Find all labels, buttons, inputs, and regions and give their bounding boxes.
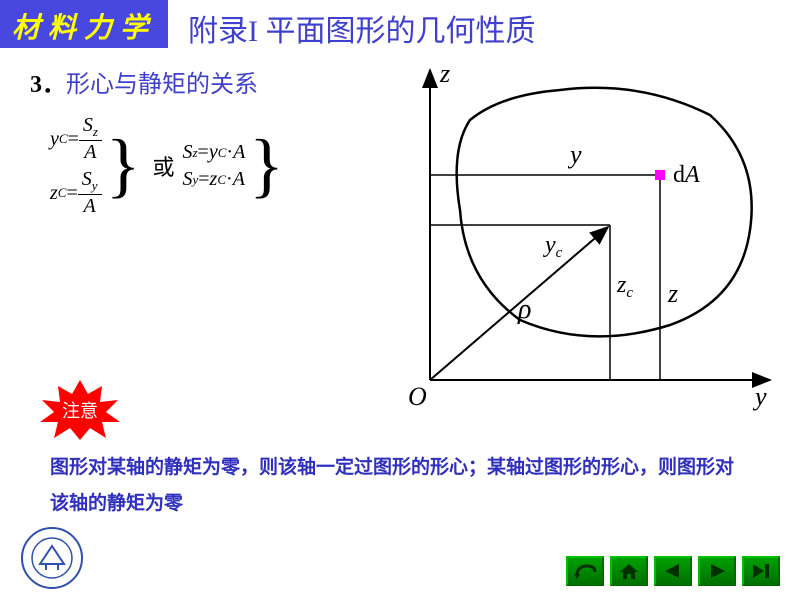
blob-shape xyxy=(457,88,752,337)
svg-text:y: y xyxy=(752,382,767,411)
section-number: 3． xyxy=(30,72,66,98)
nav-last-button[interactable] xyxy=(742,556,780,586)
note-paragraph: 图形对某轴的静矩为零，则该轴一定过图形的形心；某轴过图形的形心，则图形对该轴的静… xyxy=(50,450,750,522)
attention-text: 注意 xyxy=(62,397,98,423)
svg-text:y: y xyxy=(567,140,582,169)
nav-prev-button[interactable] xyxy=(654,556,692,586)
formula-group: yC = SzA zC = SyA } 或 Sz = yC · A Sy = z… xyxy=(50,110,288,222)
nav-return-button[interactable] xyxy=(566,556,604,586)
nav-button-group xyxy=(566,556,780,586)
nav-home-button[interactable] xyxy=(610,556,648,586)
university-logo xyxy=(20,526,84,590)
header-right-title: 附录I 平面图形的几何性质 xyxy=(168,0,556,48)
nav-next-button[interactable] xyxy=(698,556,736,586)
right-brace: } xyxy=(249,137,284,195)
svg-text:zc: zc xyxy=(616,272,633,301)
svg-text:z: z xyxy=(667,279,678,308)
svg-text:O: O xyxy=(408,382,427,411)
svg-text:z: z xyxy=(439,60,450,88)
svg-text:yc: yc xyxy=(543,232,563,261)
attention-callout: 注意 xyxy=(40,380,120,440)
header-left-title: 材料力学 xyxy=(0,0,168,48)
formula-right: Sz = yC · A Sy = zC · A xyxy=(182,137,245,195)
coordinate-diagram: z y O y yc ρ zc z dA xyxy=(390,60,780,425)
left-brace: } xyxy=(106,137,141,195)
svg-text:ρ: ρ xyxy=(517,294,531,325)
or-text: 或 xyxy=(152,150,174,182)
section-title-text: 形心与静矩的关系 xyxy=(66,72,258,98)
svg-text:dA: dA xyxy=(673,162,700,188)
formula-left: yC = SzA zC = SyA xyxy=(50,110,102,222)
dA-point xyxy=(655,170,665,180)
